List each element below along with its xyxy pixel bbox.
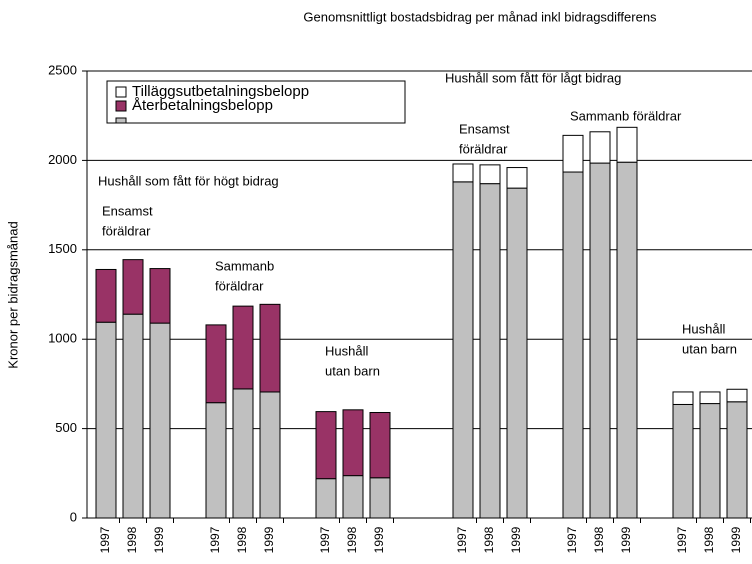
legend-box xyxy=(106,80,406,124)
bar-segment xyxy=(479,164,501,185)
x-tick-label: 1999 xyxy=(509,526,523,553)
y-tick-label: 2500 xyxy=(48,62,77,77)
y-axis-label: Kronor per bidragsmånad xyxy=(5,221,20,368)
legend-swatch xyxy=(115,117,127,124)
x-tick-label: 1998 xyxy=(125,526,139,553)
bar-segment xyxy=(259,391,281,519)
bar-segment xyxy=(205,324,227,404)
bar-segment xyxy=(506,167,528,189)
bar-segment xyxy=(232,388,254,519)
bar-segment xyxy=(95,321,117,519)
bar-segment xyxy=(369,477,391,519)
bar-segment xyxy=(672,403,694,519)
bar-segment xyxy=(122,259,144,315)
bar-segment xyxy=(149,322,171,519)
annotation: utan barn xyxy=(325,363,380,378)
x-tick-label: 1998 xyxy=(482,526,496,553)
x-tick-label: 1999 xyxy=(262,526,276,553)
x-tick-label: 1998 xyxy=(345,526,359,553)
annotation: föräldrar xyxy=(102,223,151,238)
legend-label: Tilläggsutbetalningsbelopp xyxy=(132,83,309,100)
bar-segment xyxy=(616,161,638,519)
bar-segment xyxy=(452,163,474,183)
bar-segment xyxy=(369,412,391,479)
bar-segment xyxy=(232,305,254,390)
bar-segment xyxy=(122,313,144,519)
annotation: utan barn xyxy=(682,341,737,356)
annotation: Hushåll xyxy=(325,343,368,358)
x-tick-label: 1999 xyxy=(152,526,166,553)
x-tick-label: 1998 xyxy=(235,526,249,553)
bar-segment xyxy=(589,131,611,164)
y-tick-label: 2000 xyxy=(48,152,77,167)
annotation: föräldrar xyxy=(215,278,264,293)
bar-segment xyxy=(726,401,748,519)
x-tick-label: 1999 xyxy=(372,526,386,553)
bar-segment xyxy=(342,475,364,519)
bar-segment xyxy=(315,411,337,480)
x-tick-label: 1999 xyxy=(619,526,633,553)
x-tick-label: 1998 xyxy=(702,526,716,553)
annotation: Ensamst xyxy=(459,121,510,136)
bar-segment xyxy=(479,183,501,519)
legend-swatch xyxy=(115,100,127,112)
bar-segment xyxy=(699,403,721,519)
bar-segment xyxy=(699,391,721,405)
bar-segment xyxy=(149,268,171,324)
bar-segment xyxy=(95,268,117,323)
bar-segment xyxy=(506,187,528,519)
bar-segment xyxy=(342,409,364,477)
bar-segment xyxy=(562,134,584,173)
x-tick-label: 1997 xyxy=(98,526,112,553)
x-tick-label: 1997 xyxy=(675,526,689,553)
bar-segment xyxy=(589,162,611,519)
bar-segment xyxy=(452,181,474,519)
annotation: Hushåll som fått för högt bidrag xyxy=(98,173,279,188)
annotation: Hushåll som fått för lågt bidrag xyxy=(445,70,621,85)
bar-segment xyxy=(562,171,584,519)
x-tick-label: 1999 xyxy=(729,526,743,553)
bar-segment xyxy=(259,303,281,393)
annotation: Sammanb föräldrar xyxy=(570,108,682,123)
x-tick-label: 1997 xyxy=(208,526,222,553)
bar-segment xyxy=(616,126,638,163)
annotation: föräldrar xyxy=(459,141,508,156)
annotation: Ensamst xyxy=(102,203,153,218)
legend-label: Återbetalningsbelopp xyxy=(132,97,273,114)
bar-segment xyxy=(672,391,694,405)
x-tick-label: 1997 xyxy=(318,526,332,553)
chart-title: Genomsnittligt bostadsbidrag per månad i… xyxy=(303,9,657,24)
x-tick-label: 1997 xyxy=(565,526,579,553)
bar-segment xyxy=(205,402,227,519)
legend-swatch xyxy=(115,86,127,98)
y-tick-label: 500 xyxy=(55,420,77,435)
x-tick-label: 1998 xyxy=(592,526,606,553)
y-tick-label: 1500 xyxy=(48,241,77,256)
x-tick-label: 1997 xyxy=(455,526,469,553)
y-tick-label: 1000 xyxy=(48,331,77,346)
bar-segment xyxy=(315,478,337,519)
y-tick-label: 0 xyxy=(70,509,77,524)
bar-segment xyxy=(726,388,748,403)
annotation: Sammanb xyxy=(215,258,274,273)
annotation: Hushåll xyxy=(682,321,725,336)
